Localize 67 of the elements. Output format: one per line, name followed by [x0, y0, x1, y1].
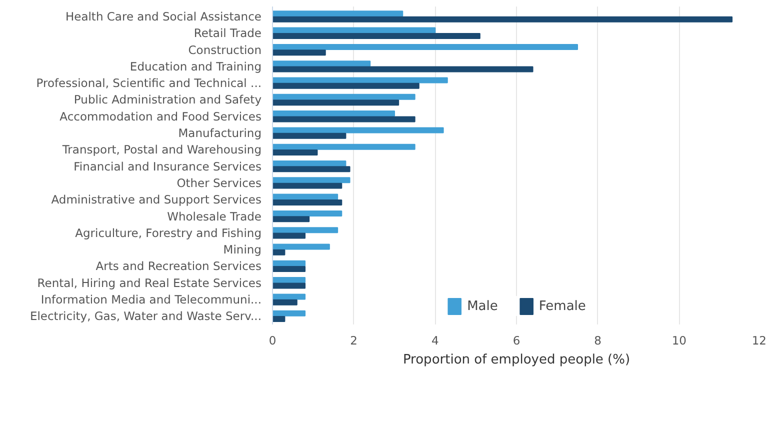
- bar: [272, 60, 371, 67]
- bar: [272, 77, 448, 84]
- y-tick-label: Mining: [223, 242, 262, 257]
- bar: [272, 27, 436, 34]
- bar: [272, 132, 346, 139]
- x-tick-label: 2: [350, 334, 358, 348]
- x-tick-label: 0: [268, 334, 276, 348]
- y-tick-label: Construction: [188, 42, 262, 57]
- bar: [272, 177, 350, 184]
- y-tick-label: Other Services: [176, 176, 262, 190]
- y-tick-label: Retail Trade: [194, 26, 262, 40]
- bar: [272, 94, 416, 100]
- bar: [272, 282, 306, 289]
- bar: [272, 194, 338, 200]
- bar: [272, 82, 420, 89]
- y-tick-label: Manufacturing: [178, 126, 262, 140]
- bar: [272, 50, 326, 56]
- x-tick-label: 8: [594, 334, 602, 348]
- bar: [272, 316, 286, 322]
- bar: [272, 110, 395, 117]
- bar: [272, 310, 306, 316]
- x-tick-label: 12: [752, 334, 767, 348]
- bar: [272, 266, 306, 272]
- y-tick-label: Professional, Scientific and Technical ...: [36, 76, 262, 90]
- bar: [272, 66, 534, 72]
- legend-label: Female: [538, 298, 586, 314]
- y-tick-label: Arts and Recreation Services: [96, 259, 262, 274]
- bar: [272, 150, 318, 156]
- y-tick-label: Accommodation and Food Services: [60, 109, 262, 124]
- bar: [272, 294, 306, 300]
- bar: [272, 216, 310, 222]
- y-tick-label: Transport, Postal and Warehousing: [61, 142, 262, 157]
- bar: [272, 232, 306, 239]
- y-tick-label: Public Administration and Safety: [74, 92, 262, 107]
- x-tick-label: 6: [512, 334, 520, 348]
- y-tick-label: Financial and Insurance Services: [74, 159, 262, 174]
- bar: [272, 127, 444, 134]
- y-tick-label: Agriculture, Forestry and Fishing: [75, 226, 262, 240]
- bar: [272, 277, 306, 284]
- y-tick-label: Administrative and Support Services: [51, 192, 262, 207]
- bar: [272, 16, 733, 22]
- bar: [272, 160, 346, 166]
- x-axis-title: Proportion of employed people (%): [402, 352, 630, 368]
- bar: [272, 10, 404, 17]
- bar: [272, 166, 350, 172]
- y-tick-label: Wholesale Trade: [167, 209, 262, 224]
- bar: [272, 210, 342, 216]
- bar: [272, 299, 298, 306]
- bar: [272, 244, 330, 250]
- bar: [272, 260, 306, 266]
- bar: [272, 116, 416, 122]
- y-tick-label: Health Care and Social Assistance: [65, 9, 262, 24]
- y-tick-label: Electricity, Gas, Water and Waste Serv...: [30, 309, 262, 324]
- bar: [272, 144, 416, 150]
- y-tick-label: Information Media and Telecommuni...: [40, 292, 262, 307]
- legend-label: Male: [467, 298, 498, 314]
- y-tick-label: Education and Training: [130, 59, 262, 74]
- bar: [272, 100, 400, 106]
- bar: [272, 227, 338, 234]
- bar: [272, 199, 342, 206]
- x-tick-label: 10: [672, 334, 686, 348]
- bar: [272, 182, 342, 189]
- bar: [272, 249, 286, 256]
- x-tick-label: 4: [432, 334, 439, 348]
- bar: [272, 32, 480, 39]
- bar: [272, 44, 578, 50]
- y-tick-label: Rental, Hiring and Real Estate Services: [37, 276, 262, 290]
